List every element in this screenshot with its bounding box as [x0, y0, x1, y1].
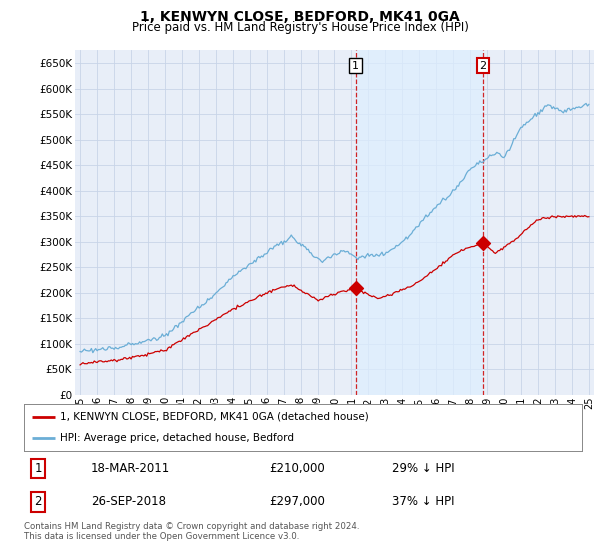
Bar	[356, 50, 483, 395]
Point	[351, 283, 361, 292]
Text: HPI: Average price, detached house, Bedford: HPI: Average price, detached house, Bedf…	[60, 433, 294, 444]
Text: 18-MAR-2011: 18-MAR-2011	[91, 462, 170, 475]
Text: 29% ↓ HPI: 29% ↓ HPI	[392, 462, 455, 475]
Text: Contains HM Land Registry data © Crown copyright and database right 2024.
This d: Contains HM Land Registry data © Crown c…	[24, 522, 359, 542]
Text: 1: 1	[34, 462, 42, 475]
Text: 1, KENWYN CLOSE, BEDFORD, MK41 0GA: 1, KENWYN CLOSE, BEDFORD, MK41 0GA	[140, 10, 460, 24]
Text: 26-SEP-2018: 26-SEP-2018	[91, 496, 166, 508]
Text: 37% ↓ HPI: 37% ↓ HPI	[392, 496, 455, 508]
Text: Price paid vs. HM Land Registry's House Price Index (HPI): Price paid vs. HM Land Registry's House …	[131, 21, 469, 34]
Point	[478, 239, 488, 248]
Text: 1, KENWYN CLOSE, BEDFORD, MK41 0GA (detached house): 1, KENWYN CLOSE, BEDFORD, MK41 0GA (deta…	[60, 412, 369, 422]
Text: 1: 1	[352, 60, 359, 71]
Text: 2: 2	[34, 496, 42, 508]
Text: £297,000: £297,000	[269, 496, 325, 508]
Text: 2: 2	[479, 60, 487, 71]
Text: £210,000: £210,000	[269, 462, 325, 475]
